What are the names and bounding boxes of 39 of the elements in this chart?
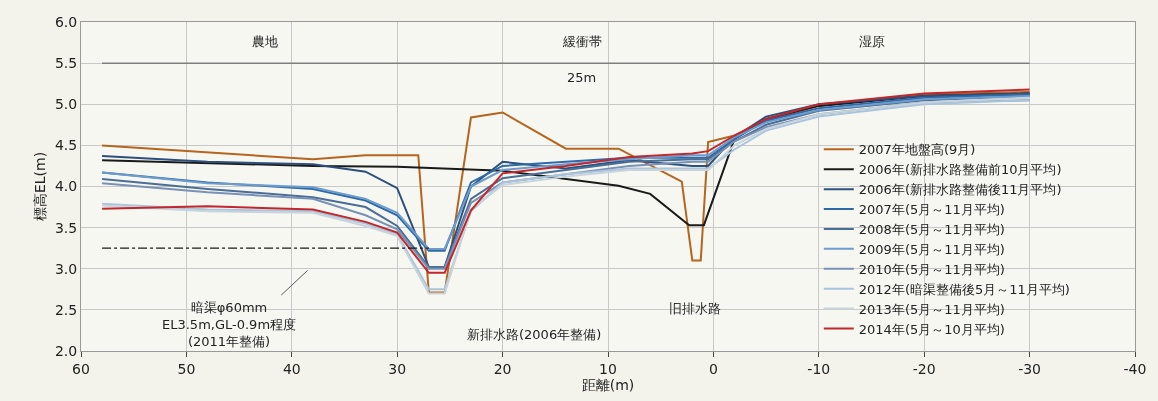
legend-label: 2010年(5月～11月平均) [858,261,1005,277]
legend-label: 2012年(暗渠整備後5月～11月平均) [858,281,1070,297]
x-tick-label: 0 [708,360,718,377]
annotation: 新排水路(2006年整備) [467,327,602,342]
x-tick-label: 40 [282,360,301,377]
y-tick-label: 2.5 [54,301,78,318]
x-tick-label: -10 [807,360,831,377]
x-tick-label: -40 [1123,360,1147,377]
legend-label: 2008年(5月～11月平均) [858,222,1005,238]
x-tick-label: -30 [1018,360,1042,377]
legend-label: 2013年(5月～11月平均) [858,301,1005,317]
x-tick-label: 20 [493,360,512,377]
x-tick-label: -20 [912,360,936,377]
legend-label: 2014年(5月～10月平均) [858,321,1005,337]
annotation: 湿原 [859,34,885,49]
y-tick-label: 3.0 [54,260,78,277]
y-tick-label: 4.0 [54,178,78,195]
legend-label: 2009年(5月～11月平均) [858,241,1005,257]
y-tick-label: 4.5 [54,137,78,154]
legend-label: 2007年地盤高(9月) [858,142,976,158]
x-tick-label: 30 [388,360,407,377]
y-axis-title: 標高EL(m) [31,151,48,222]
legend-label: 2006年(新排水路整備後11月平均) [858,182,1062,198]
annotation: 旧排水路 [669,301,721,316]
x-tick-label: 10 [599,360,617,377]
annotation: 緩衝帯 [562,34,602,49]
legend-label: 2006年(新排水路整備前10月平均) [858,162,1062,178]
y-tick-label: 3.5 [54,219,78,236]
annotation: 25m [567,70,597,85]
x-axis-title: 距離(m) [581,376,635,393]
y-tick-label: 6.0 [54,13,78,30]
y-tick-label: 2.0 [54,342,78,359]
y-tick-label: 5.0 [54,96,78,113]
annotation: 農地 [252,34,278,49]
x-tick-label: 60 [72,360,90,377]
y-tick-label: 5.5 [54,55,78,72]
x-tick-label: 50 [177,360,196,377]
legend-label: 2007年(5月～11月平均) [858,202,1005,218]
annotation: 暗渠φ60mm EL3.5m,GL-0.9m程度 (2011年整備) [162,300,297,349]
